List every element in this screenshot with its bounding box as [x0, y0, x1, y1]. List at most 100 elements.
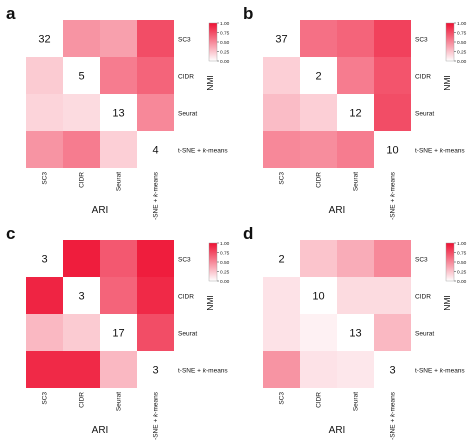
heatmap-cell [337, 277, 374, 314]
panel-label: c [6, 224, 16, 243]
heatmap-svg: 32 5 13 4 SC3 CIDR Seurat t-SNE + k-means SC3 CID… [26, 20, 230, 220]
column-label: SC3 [42, 392, 49, 405]
row-label: SC3 [178, 37, 191, 44]
diagonal-cell [100, 94, 137, 131]
heatmap-cell [63, 240, 100, 277]
row-label: CIDR [415, 74, 431, 81]
column-label: t-SNE + k-means [390, 171, 397, 220]
colorbar-tick-label: 1.00 [220, 21, 230, 27]
diagonal-cell [137, 131, 174, 168]
heatmap-cell [374, 57, 411, 94]
diagonal-cell [263, 240, 300, 277]
row-label: Seurat [178, 111, 197, 118]
x-axis-title: ARI [329, 205, 346, 216]
heatmap-cell [26, 277, 63, 314]
diagonal-count-label: 13 [349, 328, 361, 340]
heatmap-cell [263, 351, 300, 388]
heatmap-cell [100, 131, 137, 168]
heatmap-cell [63, 351, 100, 388]
heatmap-cell [300, 240, 337, 277]
heatmap-cell [337, 240, 374, 277]
heatmap-cell [63, 131, 100, 168]
colorbar-gradient [445, 22, 455, 62]
heatmap-cell [100, 351, 137, 388]
row-label: Seurat [178, 331, 197, 338]
heatmap-cell [263, 57, 300, 94]
heatmap-cell [137, 20, 174, 57]
diagonal-count-label: 32 [38, 34, 50, 46]
heatmap-cell [337, 20, 374, 57]
heatmap-svg: 37 2 12 10 SC3 CIDR Seurat t-SNE + k-means SC3 CI… [263, 20, 467, 220]
diagonal-cell [374, 131, 411, 168]
row-label: t-SNE + k-means [415, 368, 465, 375]
heatmap-cell [137, 277, 174, 314]
heatmap-cell [100, 20, 137, 57]
heatmap-cell [137, 314, 174, 351]
colorbar-title: NMI [205, 75, 215, 91]
x-axis-title: ARI [92, 205, 109, 216]
heatmap-cell [374, 240, 411, 277]
column-label: Seurat [353, 392, 360, 411]
x-axis-title: ARI [329, 425, 346, 436]
row-label: SC3 [415, 257, 428, 264]
column-label: SC3 [279, 392, 286, 405]
row-label: t-SNE + k-means [415, 148, 465, 155]
diagonal-cell [26, 20, 63, 57]
diagonal-cell [374, 351, 411, 388]
column-label: CIDR [79, 172, 86, 188]
heatmap-cell [374, 20, 411, 57]
diagonal-cell [63, 277, 100, 314]
diagonal-cell [100, 314, 137, 351]
colorbar-tick-label: 0.25 [220, 49, 230, 55]
column-label: CIDR [316, 392, 323, 408]
heatmap-cell [337, 351, 374, 388]
diagonal-count-label: 4 [152, 145, 158, 157]
colorbar-tick-label: 0.00 [457, 279, 467, 285]
colorbar-tick-label: 1.00 [220, 241, 230, 247]
heatmap-cell [26, 94, 63, 131]
heatmap-cell [26, 57, 63, 94]
heatmap-cell [374, 314, 411, 351]
colorbar-tick-label: 0.00 [457, 59, 467, 65]
diagonal-count-label: 2 [278, 254, 284, 266]
diagonal-cell [263, 20, 300, 57]
heatmap-cell [300, 314, 337, 351]
row-label: CIDR [178, 74, 194, 81]
panel-c: 3 3 17 3 SC3 CIDR Seurat t-SNE + k-means SC3 CIDR… [0, 220, 237, 440]
column-label: Seurat [353, 172, 360, 191]
diagonal-count-label: 13 [112, 108, 124, 120]
row-label: Seurat [415, 331, 434, 338]
heatmap-cell [100, 277, 137, 314]
row-label: t-SNE + k-means [178, 368, 228, 375]
heatmap-cell [374, 277, 411, 314]
heatmap-cell [300, 131, 337, 168]
panel-a: 32 5 13 4 SC3 CIDR Seurat t-SNE + k-means SC3 CID… [0, 0, 237, 220]
colorbar-gradient [208, 22, 218, 62]
panel-label: a [6, 4, 16, 23]
panel-b: 37 2 12 10 SC3 CIDR Seurat t-SNE + k-means SC3 CI… [237, 0, 474, 220]
heatmap-cell [137, 57, 174, 94]
diagonal-count-label: 10 [312, 291, 324, 303]
heatmap-cell [63, 94, 100, 131]
colorbar-tick-label: 0.00 [220, 279, 230, 285]
diagonal-cell [63, 57, 100, 94]
diagonal-count-label: 12 [349, 108, 361, 120]
diagonal-count-label: 37 [275, 34, 287, 46]
colorbar-tick-label: 0.00 [220, 59, 230, 65]
diagonal-count-label: 3 [389, 365, 395, 377]
diagonal-cell [300, 277, 337, 314]
heatmap-cell [337, 57, 374, 94]
colorbar-title: NMI [442, 295, 452, 311]
diagonal-count-label: 10 [386, 145, 398, 157]
heatmap-cell [300, 20, 337, 57]
column-label: SC3 [42, 172, 49, 185]
row-label: CIDR [178, 294, 194, 301]
column-label: t-SNE + k-means [390, 391, 397, 440]
heatmap-svg: 3 3 17 3 SC3 CIDR Seurat t-SNE + k-means SC3 CIDR… [26, 240, 230, 440]
colorbar-gradient [208, 242, 218, 282]
heatmap-cell [26, 131, 63, 168]
diagonal-count-label: 17 [112, 328, 124, 340]
colorbar-tick-label: 0.25 [457, 269, 467, 275]
heatmap-cell [374, 94, 411, 131]
colorbar-tick-label: 1.00 [457, 241, 467, 247]
